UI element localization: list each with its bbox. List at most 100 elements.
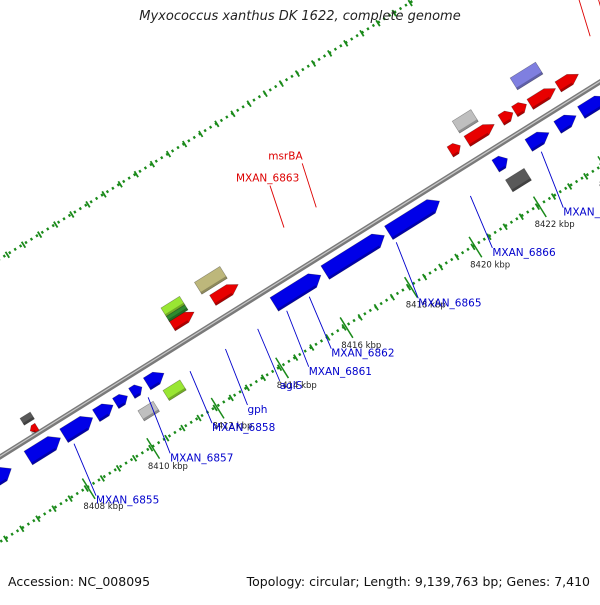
scale-dot (14, 249, 16, 250)
label-leader (258, 329, 280, 381)
scale-dot (93, 483, 95, 484)
scale-dot (269, 89, 271, 90)
scale-dot (261, 378, 263, 379)
scale-dot (131, 459, 133, 460)
scale-dot (204, 130, 206, 131)
scale-dash (54, 222, 58, 228)
scale-label-8420: 8420 kbp (470, 260, 510, 270)
gene-label-mxan_6863[interactable]: MXAN_6863 (236, 173, 299, 185)
scale-dot (554, 195, 556, 196)
scale-dot (543, 201, 545, 202)
reverse-gene-5[interactable] (527, 89, 556, 110)
scale-dot (196, 418, 198, 419)
scale-dot (445, 262, 447, 263)
forward-gene-9[interactable] (321, 234, 385, 279)
scale-dot (337, 330, 339, 331)
gene-label-mxan_6862[interactable]: MXAN_6862 (331, 348, 394, 360)
scale-dot (500, 228, 502, 229)
scale-dot (405, 5, 407, 6)
scale-dot (65, 500, 67, 501)
scale-dot (302, 69, 304, 70)
scale-dot (334, 49, 336, 50)
scale-dot (315, 344, 317, 345)
gene-label-gph[interactable]: gph (247, 404, 267, 416)
scale-dot (76, 493, 78, 494)
scale-dot (364, 313, 366, 314)
scale-dot (117, 184, 119, 185)
scale-dot (318, 59, 320, 60)
scale-dot (85, 205, 87, 206)
reverse-gene-6[interactable] (555, 74, 579, 92)
scale-dash (38, 232, 42, 238)
scale-dot (565, 188, 567, 189)
gene-label-mxan_6857[interactable]: MXAN_6857 (170, 452, 233, 464)
scale-dot (161, 157, 163, 158)
label-leader (541, 152, 563, 208)
scale-dot (592, 171, 594, 172)
scale-dot (174, 432, 176, 433)
scale-dot (266, 374, 268, 375)
gene-label-mxan_6865[interactable]: MXAN_6865 (418, 297, 481, 309)
forward-gene-10[interactable] (384, 200, 439, 240)
gene-label-mxan_6858[interactable]: MXAN_6858 (212, 422, 275, 434)
scale-dot (36, 235, 38, 236)
scale-dot (25, 242, 27, 243)
scale-dot (380, 303, 382, 304)
scale-dot (402, 289, 404, 290)
scale-dot (223, 401, 225, 402)
scale-dot (114, 469, 116, 470)
scale-dot (210, 127, 212, 128)
gene-shadow (0, 479, 7, 508)
lower-scale-track (0, 103, 600, 562)
scale-dot (112, 188, 114, 189)
scale-dot (22, 527, 24, 528)
gene-label-mxan_6855[interactable]: MXAN_6855 (96, 495, 159, 507)
scale-dot (38, 517, 40, 518)
scale-dot (570, 184, 572, 185)
scale-dot (548, 198, 550, 199)
scale-dot (321, 340, 323, 341)
scale-dot (136, 456, 138, 457)
scale-dot (462, 252, 464, 253)
scale-dot (141, 452, 143, 453)
scale-dot (58, 222, 60, 223)
scale-dot (47, 228, 49, 229)
scale-dot (220, 120, 222, 121)
scale-dot (82, 490, 84, 491)
scale-dot (44, 513, 46, 514)
scale-dot (190, 422, 192, 423)
scale-dot (147, 449, 149, 450)
label-leader (287, 311, 309, 367)
scale-dot (429, 273, 431, 274)
gene-label-mxan_6866[interactable]: MXAN_6866 (492, 247, 556, 259)
gene-label-mxan_6867[interactable]: MXAN_6867 (563, 207, 600, 219)
scale-dot (283, 364, 285, 365)
scale-dot (20, 245, 22, 246)
scale-dot (11, 534, 13, 535)
accession-text: Accession: NC_008095 (8, 574, 150, 589)
gene-label-mxan_6861[interactable]: MXAN_6861 (309, 366, 372, 378)
scale-label-8422: 8422 kbp (535, 220, 575, 230)
gene-label-agls[interactable]: aglS (280, 380, 303, 392)
gene-label-msrba[interactable]: msrBA (268, 150, 303, 162)
scale-tick (534, 197, 547, 217)
scale-dot (467, 249, 469, 250)
scale-dot (559, 191, 561, 192)
reverse-gene-msrba-b[interactable] (210, 284, 239, 305)
forward-gene-1[interactable] (0, 467, 11, 507)
scale-dot (340, 45, 342, 46)
scale-dot (101, 194, 103, 195)
scale-dot (69, 215, 71, 216)
scale-dot (581, 178, 583, 179)
scale-dot (52, 225, 54, 226)
scale-dot (576, 181, 578, 182)
scale-dot (120, 466, 122, 467)
scale-dot (413, 283, 415, 284)
scale-dot (123, 181, 125, 182)
scale-dot (304, 351, 306, 352)
scale-dot (386, 300, 388, 301)
scale-dot (145, 167, 147, 168)
scale-dot (212, 408, 214, 409)
scale-dot (169, 435, 171, 436)
